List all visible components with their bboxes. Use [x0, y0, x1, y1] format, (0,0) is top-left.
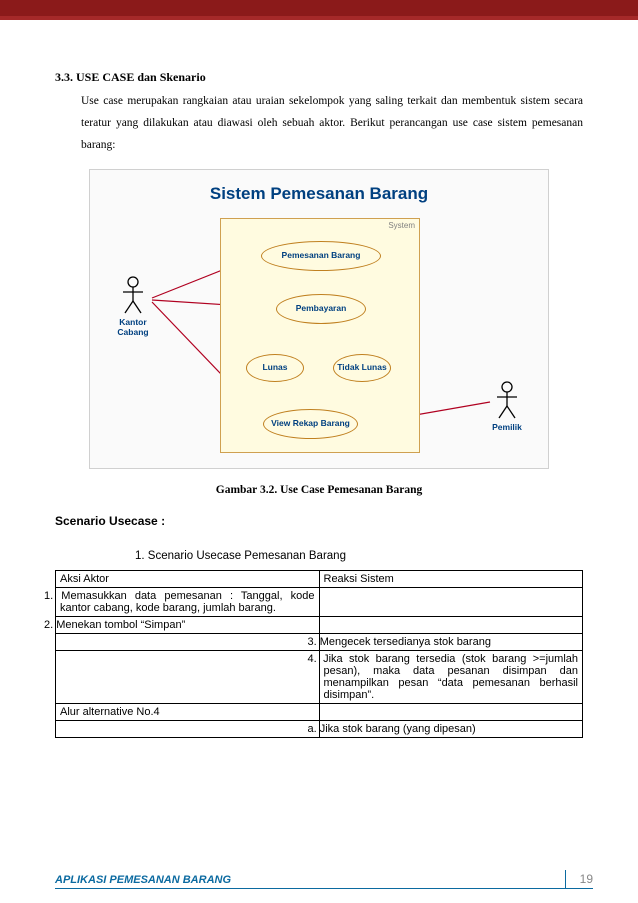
actor-pemilik: Pemilik [482, 380, 532, 432]
usecase-pembayaran: Pembayaran [276, 294, 366, 324]
table-row: 1. Memasukkan data pemesanan : Tanggal, … [56, 587, 583, 616]
header-aktor: Aksi Aktor [56, 570, 320, 587]
section-heading: 3.3. USE CASE dan Skenario [55, 70, 583, 85]
header-sistem: Reaksi Sistem [319, 570, 583, 587]
intro-paragraph: Use case merupakan rangkaian atau uraian… [55, 91, 583, 157]
usecase-pemesanan: Pemesanan Barang [261, 241, 381, 271]
scenario-subheading: 1. Scenario Usecase Pemesanan Barang [55, 550, 583, 562]
page-number: 19 [565, 870, 593, 888]
scenario-heading: Scenario Usecase : [55, 514, 583, 528]
usecase-lunas: Lunas [246, 354, 304, 382]
table-row: 2. Menekan tombol “Simpan” [56, 616, 583, 633]
system-label: System [388, 221, 415, 230]
table-row: a. Jika stok barang (yang dipesan) [56, 720, 583, 737]
cell-empty [56, 720, 320, 737]
scenario-table: Aksi Aktor Reaksi Sistem 1. Memasukkan d… [55, 570, 583, 738]
actor-kantor-label: Kantor Cabang [108, 317, 158, 337]
cell-empty [319, 703, 583, 720]
usecase-rekap: View Rekap Barang [263, 409, 358, 439]
section-title-text: USE CASE dan Skenario [76, 70, 206, 84]
cell-empty [56, 650, 320, 703]
figure-caption: Gambar 3.2. Use Case Pemesanan Barang [55, 484, 583, 496]
table-row: 4. Jika stok barang tersedia (stok baran… [56, 650, 583, 703]
actor-kantor-cabang: Kantor Cabang [108, 275, 158, 337]
cell-sistem-a: a. Jika stok barang (yang dipesan) [319, 720, 583, 737]
cell-alt: Alur alternative No.4 [56, 703, 320, 720]
usecase-diagram: Sistem Pemesanan Barang System Pemesanan… [89, 169, 549, 469]
diagram-title: Sistem Pemesanan Barang [90, 184, 548, 204]
table-row: Alur alternative No.4 [56, 703, 583, 720]
footer-title: APLIKASI PEMESANAN BARANG [55, 874, 593, 886]
cell-empty [56, 633, 320, 650]
usecase-tidak-lunas: Tidak Lunas [333, 354, 391, 382]
cell-aktor-1: 1. Memasukkan data pemesanan : Tanggal, … [56, 587, 320, 616]
actor-pemilik-label: Pemilik [482, 422, 532, 432]
top-banner [0, 0, 638, 20]
footer-divider [55, 888, 593, 889]
cell-empty [319, 587, 583, 616]
cell-sistem-3: 3. Mengecek tersedianya stok barang [319, 633, 583, 650]
page-content: 3.3. USE CASE dan Skenario Use case meru… [0, 20, 638, 738]
diagram-container: Sistem Pemesanan Barang System Pemesanan… [55, 169, 583, 469]
section-number: 3.3. [55, 70, 73, 84]
cell-empty [319, 616, 583, 633]
cell-sistem-4: 4. Jika stok barang tersedia (stok baran… [319, 650, 583, 703]
table-header-row: Aksi Aktor Reaksi Sistem [56, 570, 583, 587]
page-footer: APLIKASI PEMESANAN BARANG 19 [55, 874, 593, 889]
table-row: 3. Mengecek tersedianya stok barang [56, 633, 583, 650]
system-boundary: System Pemesanan Barang Pembayaran Lunas… [220, 218, 420, 453]
cell-aktor-2: 2. Menekan tombol “Simpan” [56, 616, 320, 633]
